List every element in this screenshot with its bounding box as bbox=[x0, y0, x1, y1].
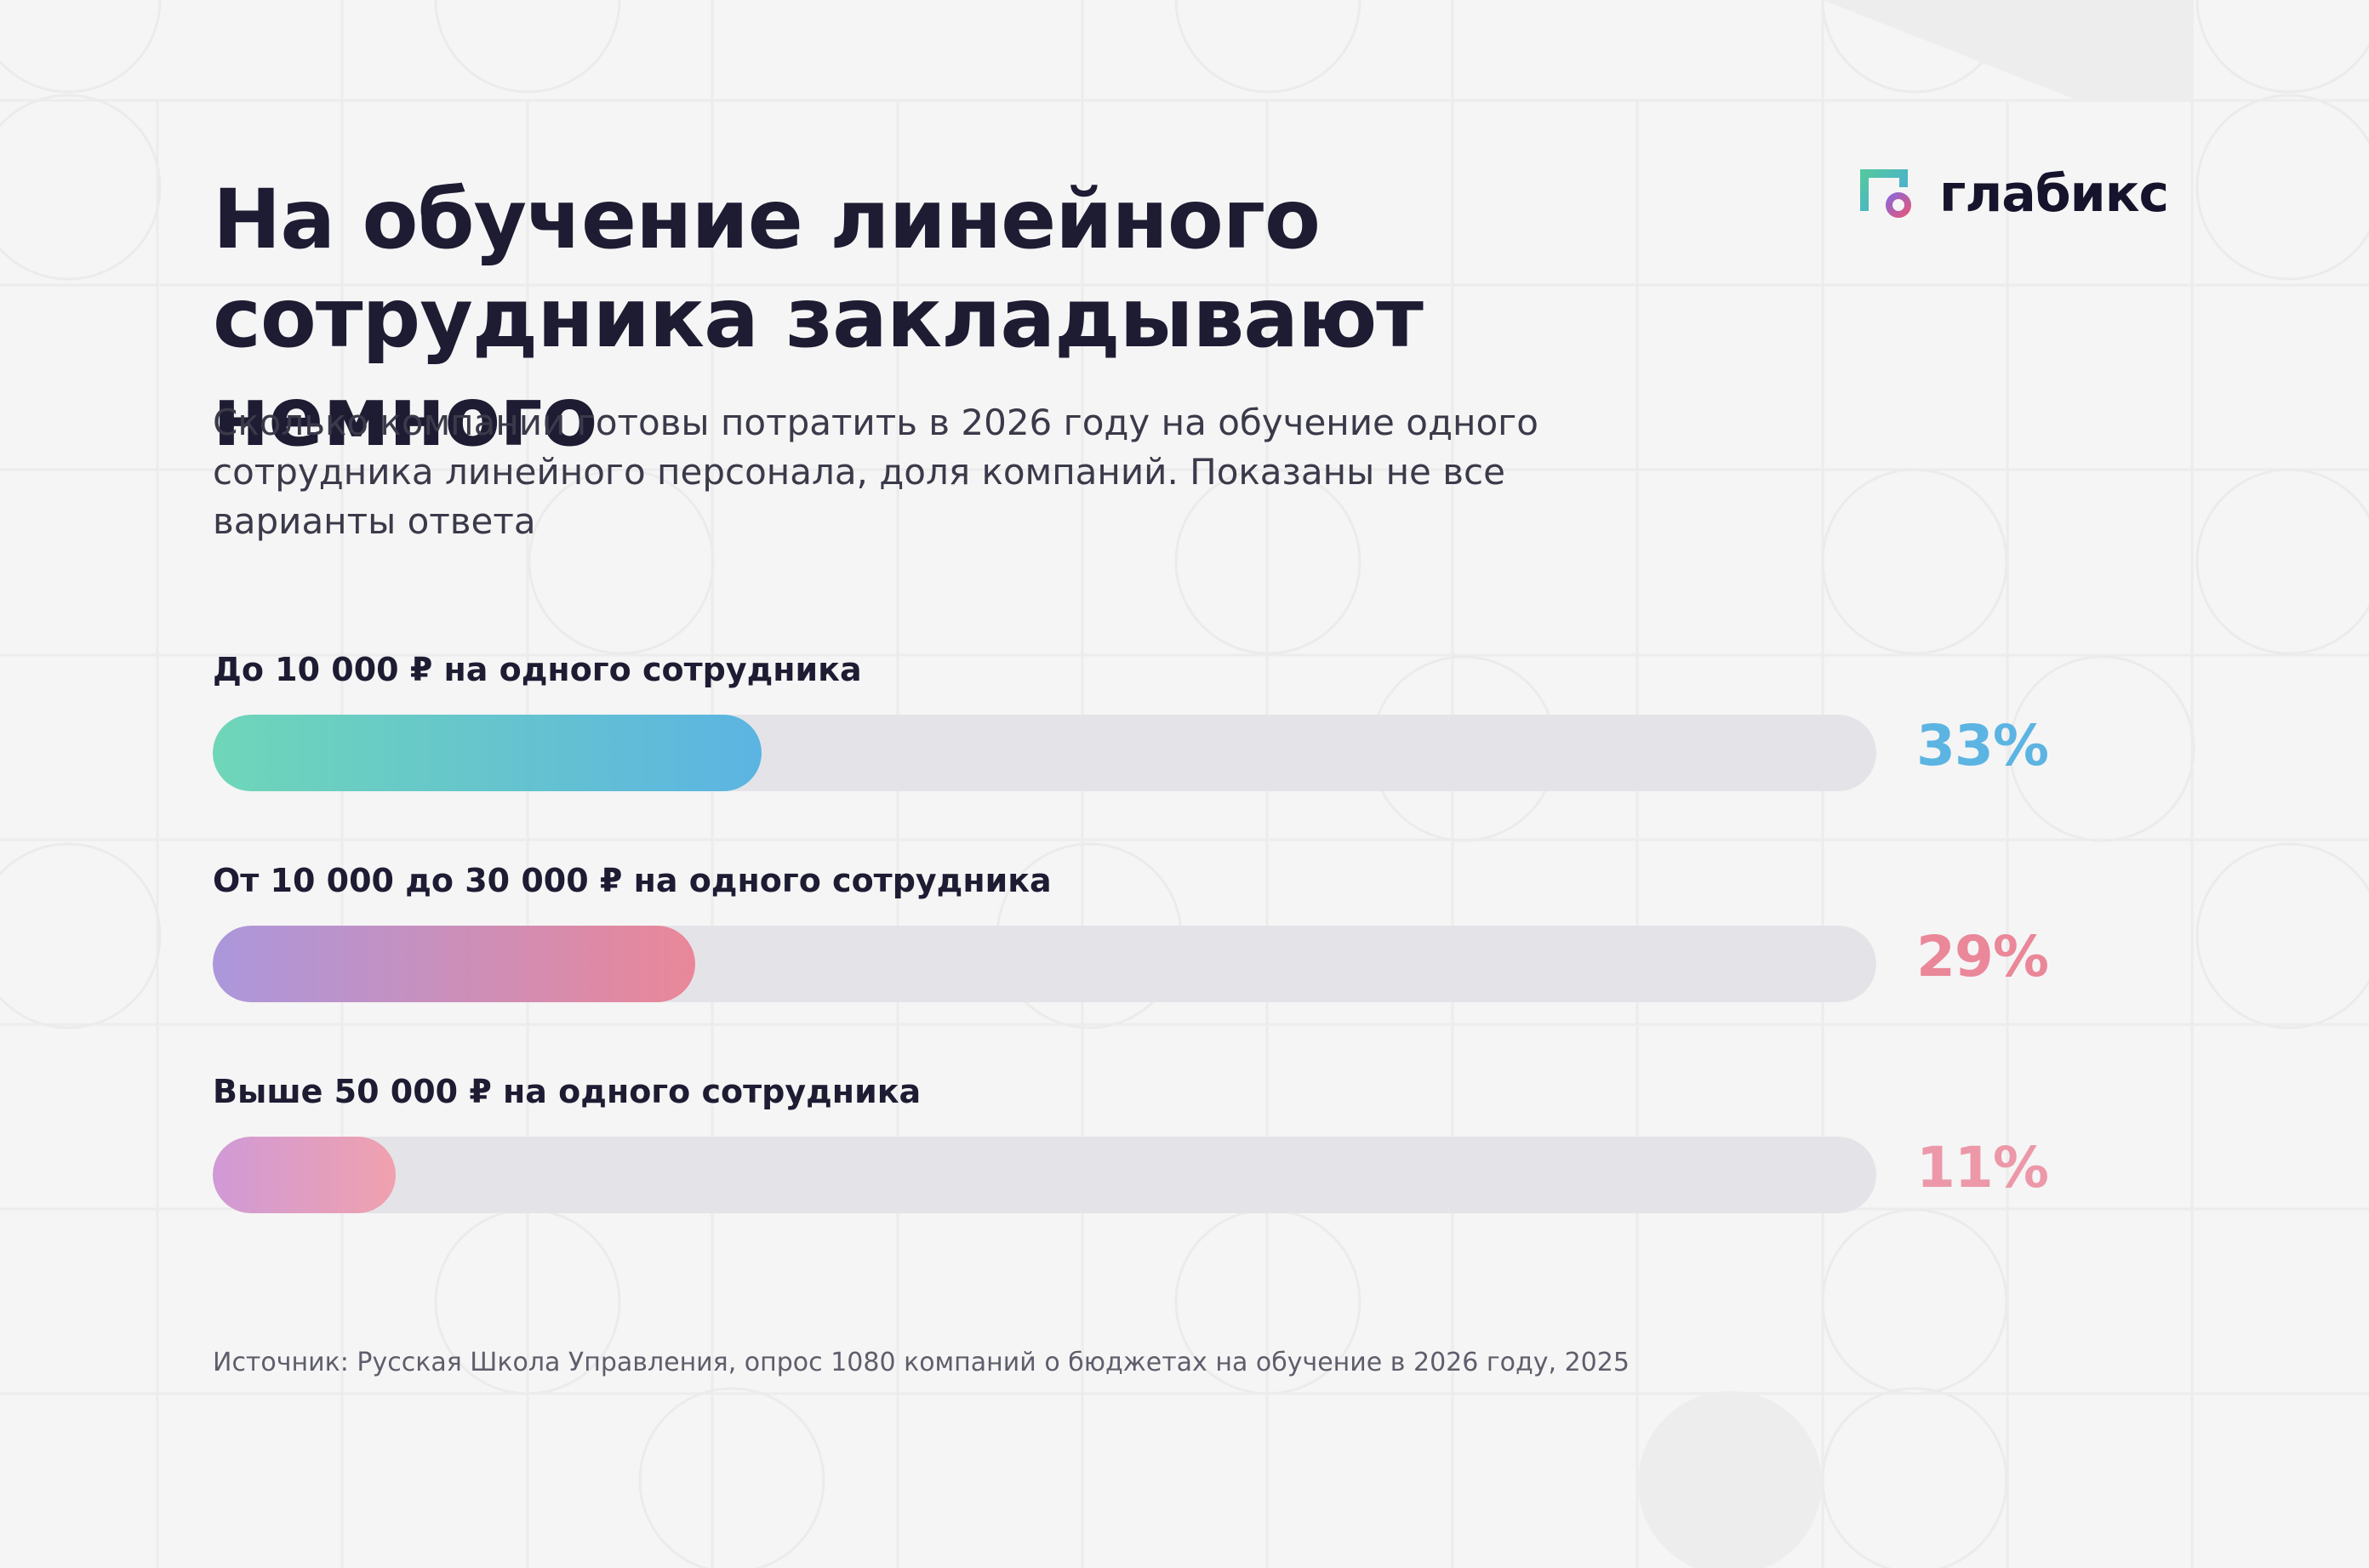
bar-value-label: 11% bbox=[1916, 1135, 2049, 1200]
bar-value-label: 29% bbox=[1916, 924, 2049, 989]
page-title: На обучение линейного сотрудника заклады… bbox=[213, 172, 1424, 465]
source-note: Источник: Русская Школа Управления, опро… bbox=[213, 1348, 1630, 1377]
bar-track bbox=[213, 715, 1876, 791]
bar-fill bbox=[213, 1137, 396, 1213]
bar-category-label: От 10 000 до 30 000 ₽ на одного сотрудни… bbox=[213, 862, 1052, 899]
bar-row: До 10 000 ₽ на одного сотрудника 33% bbox=[0, 651, 2369, 804]
bar-fill bbox=[213, 715, 762, 791]
bar-row: От 10 000 до 30 000 ₽ на одного сотрудни… bbox=[0, 862, 2369, 1015]
bar-fill bbox=[213, 926, 695, 1002]
brand-logo: глабикс bbox=[1859, 164, 2169, 224]
bar-track bbox=[213, 1137, 1876, 1213]
bar-row: Выше 50 000 ₽ на одного сотрудника 11% bbox=[0, 1073, 2369, 1226]
brand-name: глабикс bbox=[1939, 164, 2169, 224]
background-accents bbox=[1638, 0, 2191, 1568]
glabix-logo-icon bbox=[1860, 169, 1911, 218]
bar-value-label: 33% bbox=[1916, 713, 2049, 778]
bar-category-label: До 10 000 ₽ на одного сотрудника bbox=[213, 651, 862, 688]
bar-category-label: Выше 50 000 ₽ на одного сотрудника bbox=[213, 1073, 922, 1110]
page-subtitle: Сколько компании готовы потратить в 2026… bbox=[213, 402, 1538, 542]
bar-track bbox=[213, 926, 1876, 1002]
